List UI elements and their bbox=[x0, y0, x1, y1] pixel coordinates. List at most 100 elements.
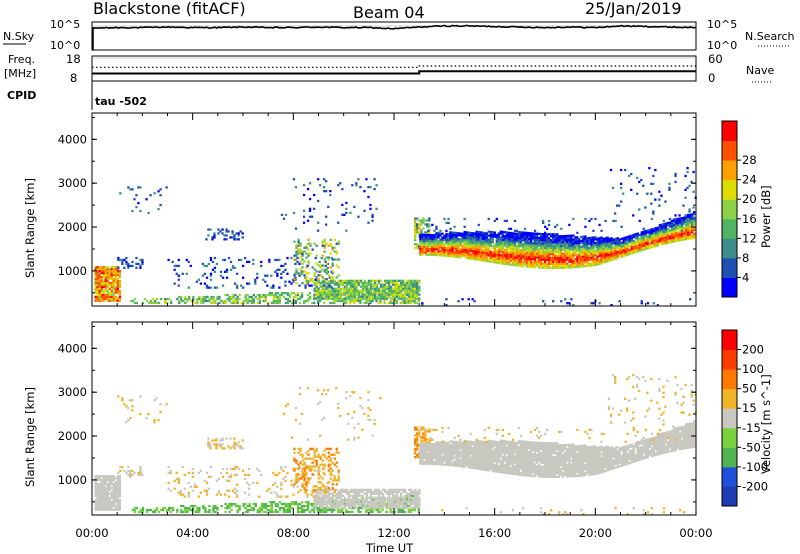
scatter-cell bbox=[390, 490, 393, 493]
scatter-cell bbox=[523, 257, 527, 260]
scatter-cell bbox=[254, 295, 257, 299]
scatter-cell bbox=[648, 244, 652, 247]
scatter-cell bbox=[293, 240, 296, 243]
scatter-cell bbox=[108, 291, 111, 294]
scatter-cell bbox=[523, 231, 527, 234]
scatter-cell bbox=[317, 199, 320, 203]
scatter-cell bbox=[365, 285, 369, 288]
scatter-cell bbox=[668, 223, 672, 226]
scatter-cell bbox=[375, 506, 379, 509]
scatter-cell bbox=[636, 238, 639, 241]
scatter-cell bbox=[421, 247, 424, 250]
scatter-cell bbox=[406, 492, 409, 495]
scatter-cell bbox=[178, 301, 181, 305]
scatter-cell bbox=[170, 299, 173, 303]
scatter-cell bbox=[389, 292, 392, 295]
scatter-cell bbox=[638, 237, 641, 241]
scatter-cell bbox=[554, 254, 557, 258]
freq-panel-frame bbox=[91, 55, 697, 82]
scatter-cell bbox=[584, 217, 587, 221]
scatter-cell bbox=[693, 226, 696, 230]
scatter-cell bbox=[329, 488, 332, 491]
scatter-cell bbox=[608, 259, 611, 262]
scatter-cell bbox=[682, 230, 686, 233]
scatter-cell bbox=[467, 253, 470, 256]
scatter-cell bbox=[345, 283, 349, 286]
scatter-cell bbox=[409, 288, 412, 291]
scatter-cell bbox=[233, 491, 237, 494]
scatter-cell bbox=[192, 297, 195, 301]
scatter-cell bbox=[467, 235, 470, 238]
scatter-cell bbox=[412, 500, 415, 503]
scatter-cell bbox=[240, 258, 243, 262]
scatter-cell bbox=[216, 295, 219, 299]
scatter-cell bbox=[664, 240, 668, 243]
scatter-cell bbox=[299, 244, 302, 247]
scatter-cell bbox=[236, 493, 239, 496]
scatter-cell bbox=[392, 506, 395, 509]
scatter-cell bbox=[644, 247, 648, 251]
scatter-cell bbox=[421, 249, 424, 252]
scatter-cell bbox=[176, 510, 179, 514]
scatter-cell bbox=[509, 255, 513, 258]
scatter-cell bbox=[445, 250, 448, 253]
scatter-cell bbox=[371, 292, 374, 295]
scatter-cell bbox=[689, 219, 692, 222]
scatter-cell bbox=[116, 504, 120, 507]
scatter-cell bbox=[437, 254, 440, 257]
scatter-cell bbox=[317, 496, 320, 499]
scatter-cell bbox=[404, 506, 407, 509]
scatter-cell bbox=[297, 238, 300, 241]
scatter-cell bbox=[529, 244, 533, 247]
scatter-cell bbox=[194, 510, 197, 514]
scatter-cell bbox=[418, 498, 421, 501]
scatter-cell bbox=[343, 289, 347, 292]
scatter-cell bbox=[527, 265, 531, 268]
scatter-cell bbox=[483, 237, 486, 241]
scatter-cell bbox=[425, 253, 428, 256]
scatter-cell bbox=[574, 242, 577, 245]
scatter-cell bbox=[670, 232, 674, 236]
scatter-cell bbox=[668, 186, 671, 189]
scatter-cell bbox=[616, 241, 619, 244]
scatter-cell bbox=[400, 502, 403, 505]
scatter-cell bbox=[331, 496, 334, 499]
scatter-cell bbox=[660, 237, 664, 240]
scatter-cell bbox=[626, 245, 629, 248]
scatter-cell bbox=[535, 236, 539, 239]
scatter-cell bbox=[686, 217, 690, 221]
scatter-cell bbox=[325, 285, 328, 288]
scatter-cell bbox=[449, 251, 452, 254]
scatter-cell bbox=[668, 235, 672, 238]
scatter-cell bbox=[123, 258, 126, 262]
scatter-cell bbox=[463, 248, 466, 251]
scatter-cell bbox=[568, 302, 571, 305]
scatter-cell bbox=[396, 295, 399, 298]
scatter-cell bbox=[373, 502, 377, 505]
scatter-cell bbox=[234, 293, 237, 297]
scatter-cell bbox=[582, 259, 585, 262]
scatter-cell bbox=[548, 258, 551, 262]
scatter-cell bbox=[558, 260, 561, 264]
scatter-cell bbox=[361, 289, 365, 292]
scatter-cell bbox=[371, 297, 375, 300]
scatter-cell bbox=[558, 245, 561, 248]
scatter-cell bbox=[558, 264, 561, 267]
scatter-cell bbox=[511, 263, 515, 267]
scatter-cell bbox=[682, 228, 686, 231]
scatter-cell bbox=[562, 239, 565, 242]
scatter-cell bbox=[497, 238, 501, 241]
scatter-cell bbox=[423, 241, 426, 244]
scatter-cell bbox=[654, 227, 658, 230]
scatter-cell bbox=[650, 230, 654, 233]
scatter-cell bbox=[529, 261, 533, 265]
scatter-cell bbox=[375, 184, 378, 187]
scatter-cell bbox=[441, 240, 444, 243]
scatter-cell bbox=[365, 494, 369, 497]
scatter-cell bbox=[310, 493, 313, 496]
scatter-cell bbox=[439, 234, 442, 237]
scatter-cell bbox=[495, 255, 499, 258]
scatter-cell bbox=[317, 289, 320, 292]
scatter-cell bbox=[256, 272, 259, 275]
scatter-cell bbox=[116, 498, 120, 502]
